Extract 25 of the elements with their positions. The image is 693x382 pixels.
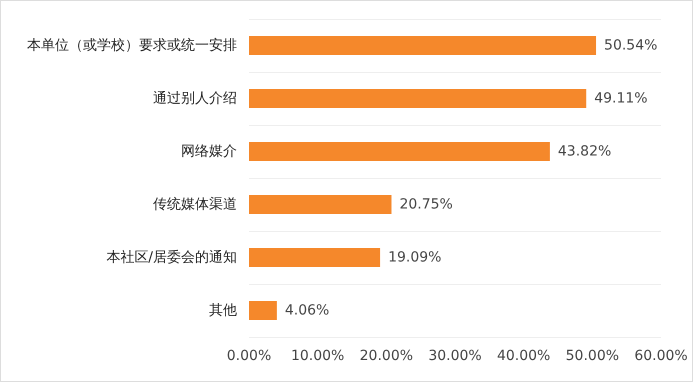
- x-tick-label: 30.00%: [428, 348, 482, 364]
- y-tick-label: 通过别人介绍: [153, 90, 237, 106]
- x-tick-label: 40.00%: [496, 348, 550, 364]
- bar: [249, 248, 380, 267]
- x-tick-label: 20.00%: [360, 348, 414, 364]
- data-label: 4.06%: [284, 302, 330, 318]
- x-tick-label: 60.00%: [634, 348, 688, 364]
- x-tick-label: 0.00%: [226, 348, 272, 364]
- bar: [249, 301, 277, 320]
- bar: [249, 142, 550, 161]
- y-tick-label: 传统媒体渠道: [153, 196, 237, 212]
- data-label: 50.54%: [604, 38, 658, 54]
- data-label: 20.75%: [399, 196, 453, 212]
- bar: [249, 89, 586, 108]
- y-tick-label: 本单位（或学校）要求或统一安排: [27, 38, 237, 54]
- data-label: 43.82%: [558, 144, 612, 160]
- x-tick-label: 10.00%: [290, 348, 344, 364]
- data-label: 49.11%: [594, 90, 648, 106]
- data-label: 19.09%: [388, 250, 442, 266]
- x-tick-label: 50.00%: [566, 348, 620, 364]
- bar: [249, 195, 392, 214]
- y-tick-label: 本社区/居委会的通知: [106, 250, 237, 266]
- bar: [249, 36, 596, 55]
- y-tick-label: 网络媒介: [181, 144, 237, 160]
- y-tick-label: 其他: [209, 302, 237, 318]
